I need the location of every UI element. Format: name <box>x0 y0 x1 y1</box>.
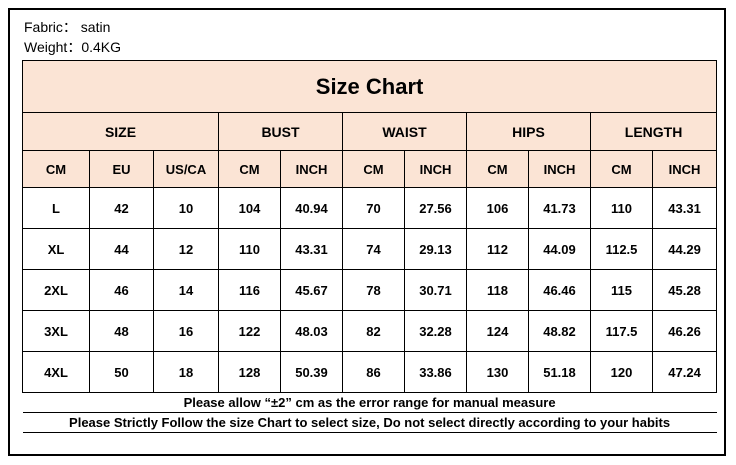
table-row: XL 44 12 110 43.31 74 29.13 112 44.09 112.5 44.29 <box>22 228 718 270</box>
table-cell: 4XL <box>22 351 90 393</box>
table-cell: 44.09 <box>528 228 591 270</box>
table-cell: 106 <box>466 187 529 229</box>
table-cell: 51.18 <box>528 351 591 393</box>
table-cell: 3XL <box>22 310 90 352</box>
table-cell: 128 <box>218 351 281 393</box>
table-row: Size Chart <box>21 60 718 113</box>
table-cell: 12 <box>153 228 219 270</box>
table-cell: 10 <box>153 187 219 229</box>
table-cell: 18 <box>153 351 219 393</box>
table-cell: 117.5 <box>590 310 653 352</box>
table-cell: 47.24 <box>651 351 718 393</box>
table-cell: 110 <box>590 187 653 229</box>
table-row: Please allow “±2” cm as the error range … <box>22 392 717 413</box>
table-cell: 32.28 <box>404 310 467 352</box>
table-cell: 2XL <box>22 269 90 311</box>
table-cell: 14 <box>153 269 219 311</box>
table-cell: 48.03 <box>280 310 343 352</box>
column-header: CM <box>466 150 529 188</box>
table-row: 3XL 48 16 122 48.03 82 32.28 124 48.82 117.5 46.26 <box>22 310 718 352</box>
table-cell: 50.39 <box>280 351 343 393</box>
table-cell: 112 <box>466 228 529 270</box>
column-header: CM <box>590 150 653 188</box>
table-cell: 48.82 <box>528 310 591 352</box>
frame <box>8 8 726 456</box>
table-cell: 41.73 <box>528 187 591 229</box>
weight: Weight：0.4KG <box>24 39 122 55</box>
column-header: EU <box>89 150 154 188</box>
table-cell: 74 <box>342 228 405 270</box>
table-cell: 45.67 <box>280 269 343 311</box>
column-header: INCH <box>528 150 591 188</box>
column-header: CM <box>342 150 405 188</box>
column-header: US/CA <box>153 150 219 188</box>
table-row: SIZE BUST WAIST HIPS LENGTH <box>22 112 718 151</box>
table-cell: 40.94 <box>280 187 343 229</box>
table-cell: 104 <box>218 187 281 229</box>
fabric: Fabric： satin <box>24 19 111 35</box>
group-header: BUST <box>218 112 343 151</box>
footer-note: Please Strictly Follow the size Chart to… <box>22 412 717 433</box>
group-header: WAIST <box>342 112 467 151</box>
table-row: CM EU US/CA CM INCH CM INCH CM INCH CM INCH <box>22 150 718 188</box>
table-cell: 110 <box>218 228 281 270</box>
table-cell: 122 <box>218 310 281 352</box>
table-cell: 43.31 <box>280 228 343 270</box>
table-cell: 82 <box>342 310 405 352</box>
table-cell: 115 <box>590 269 653 311</box>
table-cell: 120 <box>590 351 653 393</box>
table-cell: 116 <box>218 269 281 311</box>
table-row: L 42 10 104 40.94 70 27.56 106 41.73 110 43.31 <box>22 187 718 229</box>
table-cell: 30.71 <box>404 269 467 311</box>
table-cell: 29.13 <box>404 228 467 270</box>
table-title: Size Chart <box>21 60 718 113</box>
column-header: CM <box>22 150 90 188</box>
table-cell: L <box>22 187 90 229</box>
table-cell: 48 <box>89 310 154 352</box>
column-header: INCH <box>280 150 343 188</box>
group-header: HIPS <box>466 112 591 151</box>
table-cell: 130 <box>466 351 529 393</box>
table-cell: 50 <box>89 351 154 393</box>
table-cell: 43.31 <box>651 187 718 229</box>
table-cell: 118 <box>466 269 529 311</box>
table-row: 4XL 50 18 128 50.39 86 33.86 130 51.18 120 47.24 <box>22 351 718 393</box>
group-header: LENGTH <box>589 112 718 151</box>
table-cell: 33.86 <box>404 351 467 393</box>
table-cell: 45.28 <box>651 269 718 311</box>
table-cell: 70 <box>342 187 405 229</box>
column-header: CM <box>218 150 281 188</box>
table-cell: 27.56 <box>404 187 467 229</box>
table-cell: 112.5 <box>590 228 653 270</box>
table-cell: 46 <box>89 269 154 311</box>
table-cell: 44 <box>89 228 154 270</box>
footer-note: Please allow “±2” cm as the error range … <box>22 392 717 413</box>
column-header: INCH <box>404 150 467 188</box>
table-cell: XL <box>22 228 90 270</box>
table-cell: 16 <box>153 310 219 352</box>
table-cell: 42 <box>89 187 154 229</box>
table-cell: 86 <box>342 351 405 393</box>
table-cell: 124 <box>466 310 529 352</box>
group-header: SIZE <box>22 112 219 151</box>
column-header: INCH <box>651 150 718 188</box>
table-cell: 44.29 <box>651 228 718 270</box>
table-row: Please Strictly Follow the size Chart to… <box>22 412 717 433</box>
table-cell: 46.26 <box>651 310 718 352</box>
table-cell: 78 <box>342 269 405 311</box>
table-row: 2XL 46 14 116 45.67 78 30.71 118 46.46 115 45.28 <box>22 269 718 311</box>
size-table: Size Chart SIZE BUST WAIST HIPS LENGTH CM EU US/… <box>21 60 718 433</box>
table-cell: 46.46 <box>528 269 591 311</box>
